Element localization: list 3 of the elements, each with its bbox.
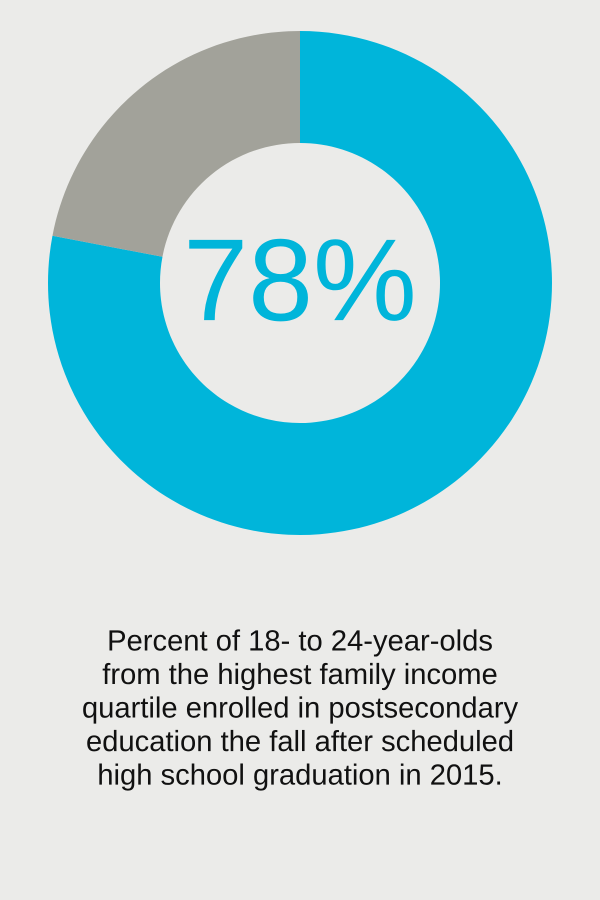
donut-slice	[48, 31, 552, 535]
text: Percent of 18- to 24-year-olds from the highest family income quartile enrolled in postsecondary education the fall after scheduled high school graduation in 2015.	[83, 629, 518, 791]
text: 78%	[189, 238, 413, 322]
